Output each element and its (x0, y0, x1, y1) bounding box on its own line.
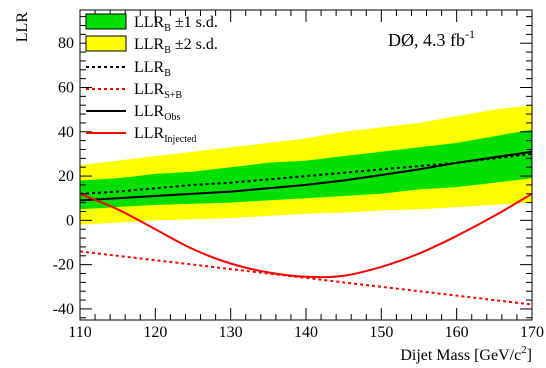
y-tick-label: 40 (58, 124, 74, 141)
legend-entry-llr-inj: LLRInjected (86, 125, 196, 145)
y-tick-label: 80 (58, 35, 74, 52)
legend-label-main: LLR (134, 125, 165, 142)
x-axis-title-end: ] (527, 347, 532, 364)
series-line-llr-inj (79, 192, 533, 279)
y-tick-label: -20 (53, 257, 74, 274)
legend-label: LLRB ±2 s.d. (134, 36, 218, 56)
legend-swatch (85, 13, 127, 30)
annotation-sup: -1 (465, 27, 475, 41)
y-tick-label: 20 (58, 168, 74, 185)
legend-label-sub: B (164, 23, 171, 34)
legend-label-sub: B (164, 45, 171, 56)
series-line-llr-sb (79, 250, 533, 306)
y-axis-title: LLR (14, 12, 31, 43)
y-tick-label: 0 (66, 212, 74, 229)
x-tick-label: 110 (68, 324, 91, 341)
legend-label: LLRS+B (134, 81, 182, 101)
legend-entry-band2: LLRB ±2 s.d. (85, 35, 218, 56)
x-tick-label: 150 (369, 324, 393, 341)
axis-tick-labels: 110 120 130 140 150 160 170 -40 -20 0 20 40 60 80 (53, 35, 544, 341)
legend-label: LLRInjected (134, 125, 196, 145)
x-axis-title-main: Dijet Mass [GeV/c (400, 347, 521, 364)
legend-label-sub: Injected (164, 134, 196, 145)
x-axis-title: Dijet Mass [GeV/c2] (400, 344, 532, 364)
x-axis-title-sup: 2 (521, 344, 527, 356)
legend-entry-llr-obs: LLRObs (86, 103, 180, 123)
x-tick-label: 170 (520, 324, 544, 341)
legend-label-main: LLR (134, 59, 165, 76)
experiment-annotation: DØ, 4.3 fb-1 (388, 27, 475, 50)
legend-label-main: LLR (134, 14, 165, 31)
legend-entry-llr-b: LLRB (86, 59, 171, 79)
legend-label-suffix: ±2 s.d. (171, 36, 218, 53)
y-tick-label: -40 (53, 301, 74, 318)
legend-label-main: LLR (134, 103, 165, 120)
legend: LLRB ±1 s.d.LLRB ±2 s.d.LLRBLLRS+BLLRObs… (85, 13, 218, 145)
annotation-main: DØ, 4.3 fb (388, 30, 465, 50)
series-line-llr-obs (79, 150, 533, 202)
x-tick-label: 140 (294, 324, 318, 341)
legend-label: LLRB ±1 s.d. (134, 14, 218, 34)
y-tick-label: 60 (58, 80, 74, 97)
legend-swatch (85, 35, 127, 52)
bands-layer (80, 105, 532, 225)
band-1sigma (80, 129, 532, 210)
x-tick-label: 130 (219, 324, 243, 341)
series-lines (79, 150, 533, 306)
legend-label-sub: B (164, 68, 171, 79)
x-tick-label: 160 (445, 324, 469, 341)
legend-entry-band1: LLRB ±1 s.d. (85, 13, 218, 34)
legend-label-sub: S+B (164, 90, 182, 101)
legend-label-main: LLR (134, 81, 165, 98)
legend-label-main: LLR (134, 36, 165, 53)
legend-label-sub: Obs (164, 112, 180, 123)
legend-label: LLRB (134, 59, 171, 79)
x-tick-label: 120 (143, 324, 167, 341)
legend-entry-llr-sb: LLRS+B (86, 81, 182, 101)
legend-label-suffix: ±1 s.d. (171, 14, 218, 31)
legend-label: LLRObs (134, 103, 180, 123)
